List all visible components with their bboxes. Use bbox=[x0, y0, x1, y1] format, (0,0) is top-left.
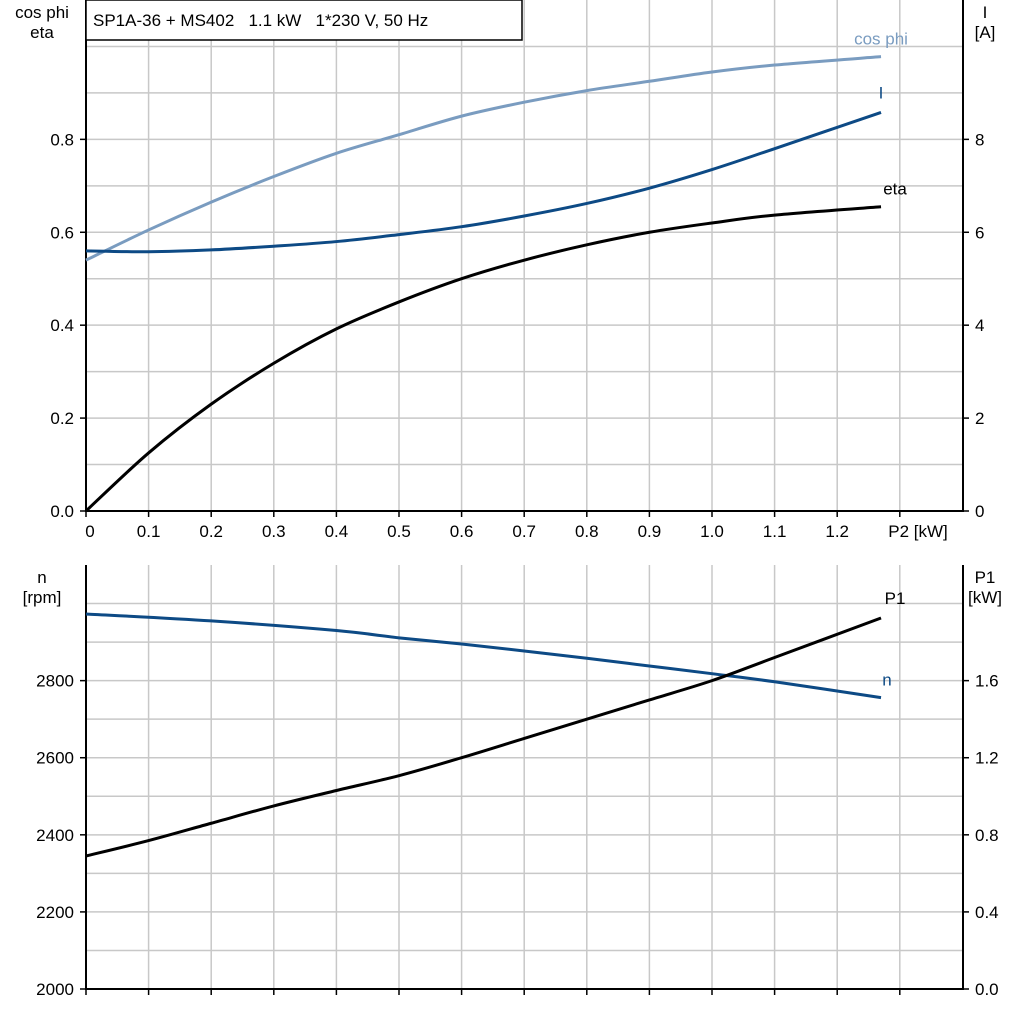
y-axis-label-left: cos phi bbox=[15, 3, 69, 22]
x-tick-label: 0.2 bbox=[199, 522, 223, 541]
x-tick-label: 0.5 bbox=[387, 522, 411, 541]
series-label-n: n bbox=[882, 671, 891, 690]
x-tick-label: 1.1 bbox=[763, 522, 787, 541]
x-tick-label: 0.4 bbox=[325, 522, 349, 541]
y-tick-label-right: 4 bbox=[975, 316, 984, 335]
x-tick-label: 1.0 bbox=[700, 522, 724, 541]
y-axis-label-right: P1 bbox=[975, 568, 996, 587]
y-tick-label-right: 0.8 bbox=[975, 826, 999, 845]
y-tick-label-right: 8 bbox=[975, 130, 984, 149]
x-tick-label: 1.2 bbox=[825, 522, 849, 541]
x-tick-label: 0.7 bbox=[512, 522, 536, 541]
series-line-eta bbox=[84, 205, 882, 513]
y-tick-label-right: 6 bbox=[975, 223, 984, 242]
y-tick-label-left: 2800 bbox=[36, 672, 74, 691]
series-line-p1 bbox=[85, 616, 882, 858]
x-tick-label: 0.1 bbox=[137, 522, 161, 541]
x-tick-label: 0.8 bbox=[575, 522, 599, 541]
series-line-n bbox=[85, 612, 882, 700]
y-axis-label-left: eta bbox=[30, 23, 54, 42]
y-axis-label-right: I bbox=[983, 3, 988, 22]
y-tick-label-left: 0.6 bbox=[50, 223, 74, 242]
series-label-eta: eta bbox=[883, 180, 907, 199]
y-tick-label-right: 1.2 bbox=[975, 749, 999, 768]
y-tick-label-left: 2400 bbox=[36, 826, 74, 845]
y-tick-label-right: 1.6 bbox=[975, 672, 999, 691]
y-tick-label-right: 2 bbox=[975, 409, 984, 428]
y-tick-label-right: 0.0 bbox=[975, 980, 999, 999]
y-tick-label-left: 2200 bbox=[36, 903, 74, 922]
y-tick-label-left: 0.4 bbox=[50, 316, 74, 335]
y-tick-label-left: 0.0 bbox=[50, 502, 74, 521]
series-label-p1: P1 bbox=[885, 589, 906, 608]
y-axis-label-left: n bbox=[37, 568, 46, 587]
x-tick-label: 0.3 bbox=[262, 522, 286, 541]
series-line-i bbox=[85, 111, 882, 254]
series-label-cos-phi: cos phi bbox=[854, 30, 908, 49]
x-axis-label: P2 [kW] bbox=[888, 522, 948, 541]
y-tick-label-right: 0.4 bbox=[975, 903, 999, 922]
series-label-i: I bbox=[879, 83, 884, 102]
y-tick-label-left: 0.8 bbox=[50, 130, 74, 149]
y-axis-label-left: [rpm] bbox=[23, 588, 62, 607]
y-tick-label-right: 0 bbox=[975, 502, 984, 521]
title-box bbox=[85, 0, 523, 41]
y-tick-label-left: 2000 bbox=[36, 980, 74, 999]
x-tick-label: 0 bbox=[85, 522, 94, 541]
x-tick-label: 0.6 bbox=[450, 522, 474, 541]
y-axis-label-right: [kW] bbox=[968, 588, 1002, 607]
series-line-cos-phi bbox=[85, 55, 882, 262]
chart-title: SP1A-36 + MS402 1.1 kW 1*230 V, 50 Hz bbox=[93, 11, 428, 30]
y-tick-label-left: 2600 bbox=[36, 749, 74, 768]
x-tick-label: 0.9 bbox=[638, 522, 662, 541]
y-axis-label-right: [A] bbox=[975, 23, 996, 42]
y-tick-label-left: 0.2 bbox=[50, 409, 74, 428]
